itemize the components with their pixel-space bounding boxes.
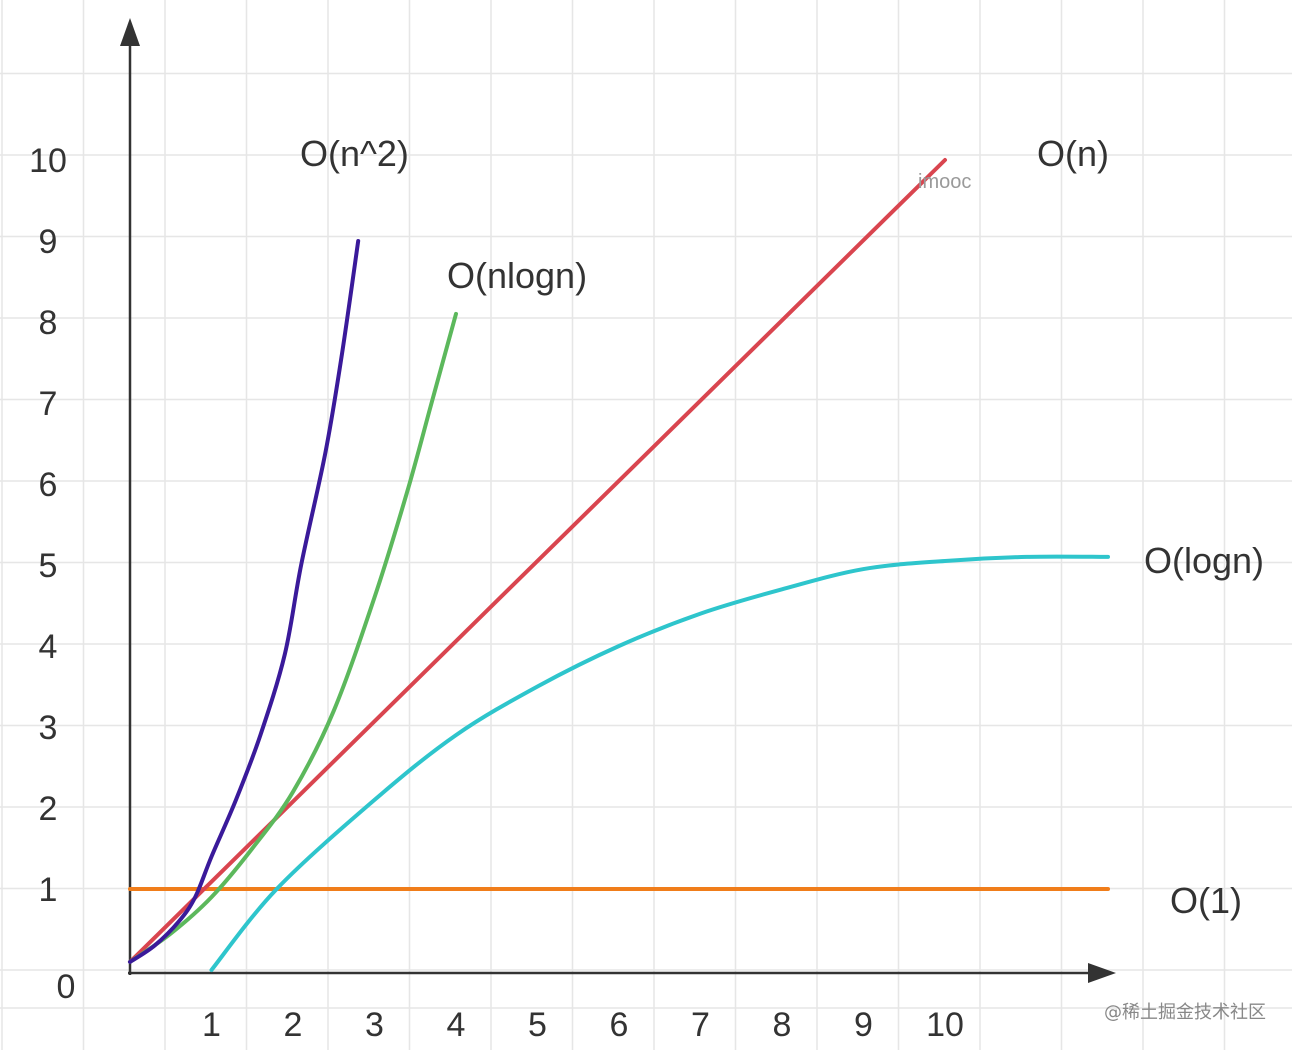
x-tick-label: 4	[447, 1006, 466, 1044]
series-labels: O(n^2) O(nlogn) O(n) O(logn) O(1)	[300, 133, 1264, 921]
x-tick-label: 9	[854, 1006, 873, 1044]
y-tick-label: 7	[39, 385, 58, 423]
y-tick-label: 1	[39, 871, 58, 909]
series-label-o-1: O(1)	[1170, 880, 1242, 921]
y-tick-label: 3	[39, 709, 58, 747]
series-lines	[128, 158, 1110, 972]
y-tick-label: 8	[39, 304, 58, 342]
y-tick-label: 9	[39, 223, 58, 261]
y-tick-label: 10	[29, 142, 67, 180]
y-tick-label: 0	[57, 968, 76, 1006]
axes	[120, 18, 1116, 983]
x-tick-label: 3	[365, 1006, 384, 1044]
x-axis-arrow	[1088, 963, 1116, 983]
y-tick-label: 4	[39, 628, 58, 666]
series-label-o-n: O(n)	[1037, 133, 1109, 174]
x-tick-label: 1	[202, 1006, 221, 1044]
x-tick-label: 7	[691, 1006, 710, 1044]
series-line-o-logn	[209, 554, 1110, 972]
x-tick-label: 2	[284, 1006, 303, 1044]
y-tick-label: 2	[39, 790, 58, 828]
x-tick-label: 6	[610, 1006, 629, 1044]
y-tick-label: 6	[39, 466, 58, 504]
series-label-o-nlogn: O(nlogn)	[447, 255, 587, 296]
watermark: imooc	[918, 171, 971, 193]
x-tick-label: 8	[773, 1006, 792, 1044]
x-tick-label: 10	[926, 1006, 964, 1044]
series-line-o-nlogn	[128, 311, 458, 964]
y-tick-label: 5	[39, 547, 58, 585]
series-label-o-logn: O(logn)	[1144, 540, 1264, 581]
series-line-o-n-2	[128, 239, 361, 964]
x-tick-label: 5	[528, 1006, 547, 1044]
x-tick-labels: 1 2 3 4 5 6 7 8 9 10	[202, 1006, 964, 1044]
y-axis-arrow	[120, 18, 140, 46]
series-label-o-n-2: O(n^2)	[300, 133, 409, 174]
y-tick-labels: 0 1 2 3 4 5 6 7 8 9 10	[29, 142, 75, 1006]
credit-text: @稀土掘金技术社区	[1104, 1002, 1266, 1023]
